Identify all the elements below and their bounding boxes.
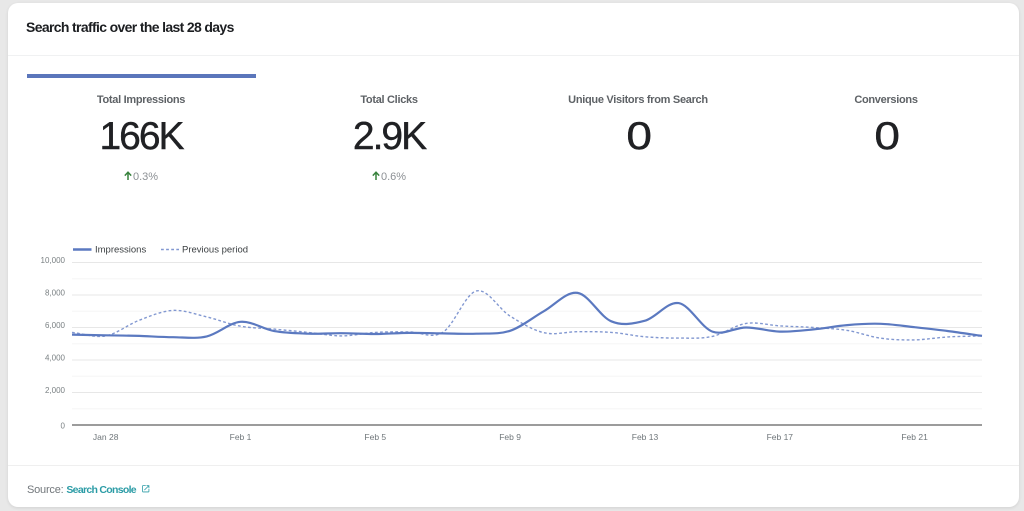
svg-text:6,000: 6,000 (45, 321, 66, 330)
svg-text:Feb 17: Feb 17 (767, 432, 794, 442)
svg-text:Feb 9: Feb 9 (499, 432, 521, 442)
svg-text:Jan 28: Jan 28 (93, 432, 119, 442)
svg-text:Feb 21: Feb 21 (901, 432, 928, 442)
svg-text:Feb 13: Feb 13 (632, 432, 659, 442)
svg-text:Impressions: Impressions (95, 245, 146, 256)
svg-text:Previous period: Previous period (182, 245, 248, 256)
svg-text:2,000: 2,000 (45, 386, 66, 395)
svg-text:0: 0 (61, 422, 66, 431)
svg-text:4,000: 4,000 (45, 354, 66, 363)
svg-text:Feb 1: Feb 1 (230, 432, 252, 442)
svg-text:Feb 5: Feb 5 (364, 432, 386, 442)
svg-text:8,000: 8,000 (45, 289, 66, 298)
svg-text:10,000: 10,000 (41, 256, 66, 265)
